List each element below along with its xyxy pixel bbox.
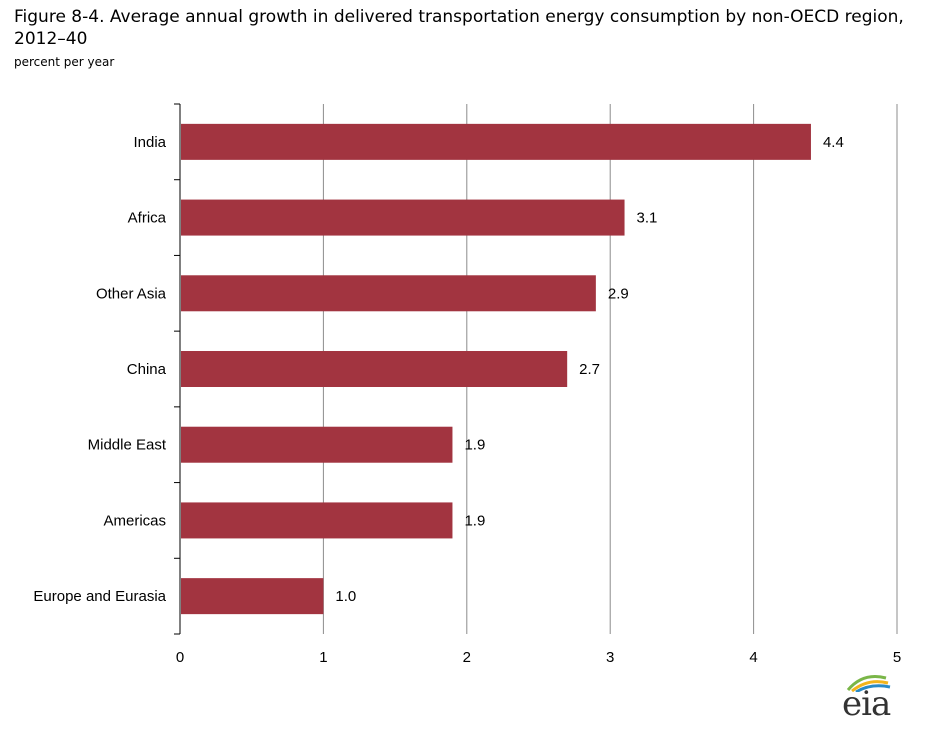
x-tick-label: 1: [319, 649, 327, 666]
x-tick-label: 0: [176, 649, 184, 666]
category-label: Europe and Eurasia: [33, 588, 166, 605]
x-tick-label: 4: [749, 649, 757, 666]
category-label: China: [127, 361, 167, 378]
bar-americas: [181, 502, 453, 539]
bar-middle-east: [181, 426, 453, 463]
bar-africa: [181, 199, 625, 236]
bar-other-asia: [181, 275, 596, 312]
x-tick-label: 2: [463, 649, 471, 666]
x-tick-label: 5: [893, 649, 901, 666]
data-label: 4.4: [823, 134, 844, 151]
chart-title: Figure 8-4. Average annual growth in del…: [14, 7, 904, 49]
category-label: Americas: [103, 512, 166, 529]
bar-china: [181, 351, 568, 387]
category-label: Africa: [128, 210, 167, 227]
category-label: India: [133, 134, 166, 151]
data-label: 1.0: [335, 588, 356, 605]
eia-logo-text: eia: [842, 684, 891, 724]
chart-subtitle: percent per year: [14, 55, 115, 69]
data-label: 1.9: [464, 437, 485, 454]
data-label: 2.9: [608, 285, 629, 302]
x-tick-label: 3: [606, 649, 614, 666]
data-label: 3.1: [637, 210, 658, 227]
data-label: 2.7: [579, 361, 600, 378]
category-label: Other Asia: [96, 285, 167, 302]
bar-india: [181, 123, 811, 160]
eia-logo: eia: [838, 672, 908, 724]
data-label: 1.9: [464, 512, 485, 529]
category-label: Middle East: [88, 437, 167, 454]
eia-logo-icon: [846, 675, 891, 694]
bar-europe-and-eurasia: [181, 578, 324, 615]
